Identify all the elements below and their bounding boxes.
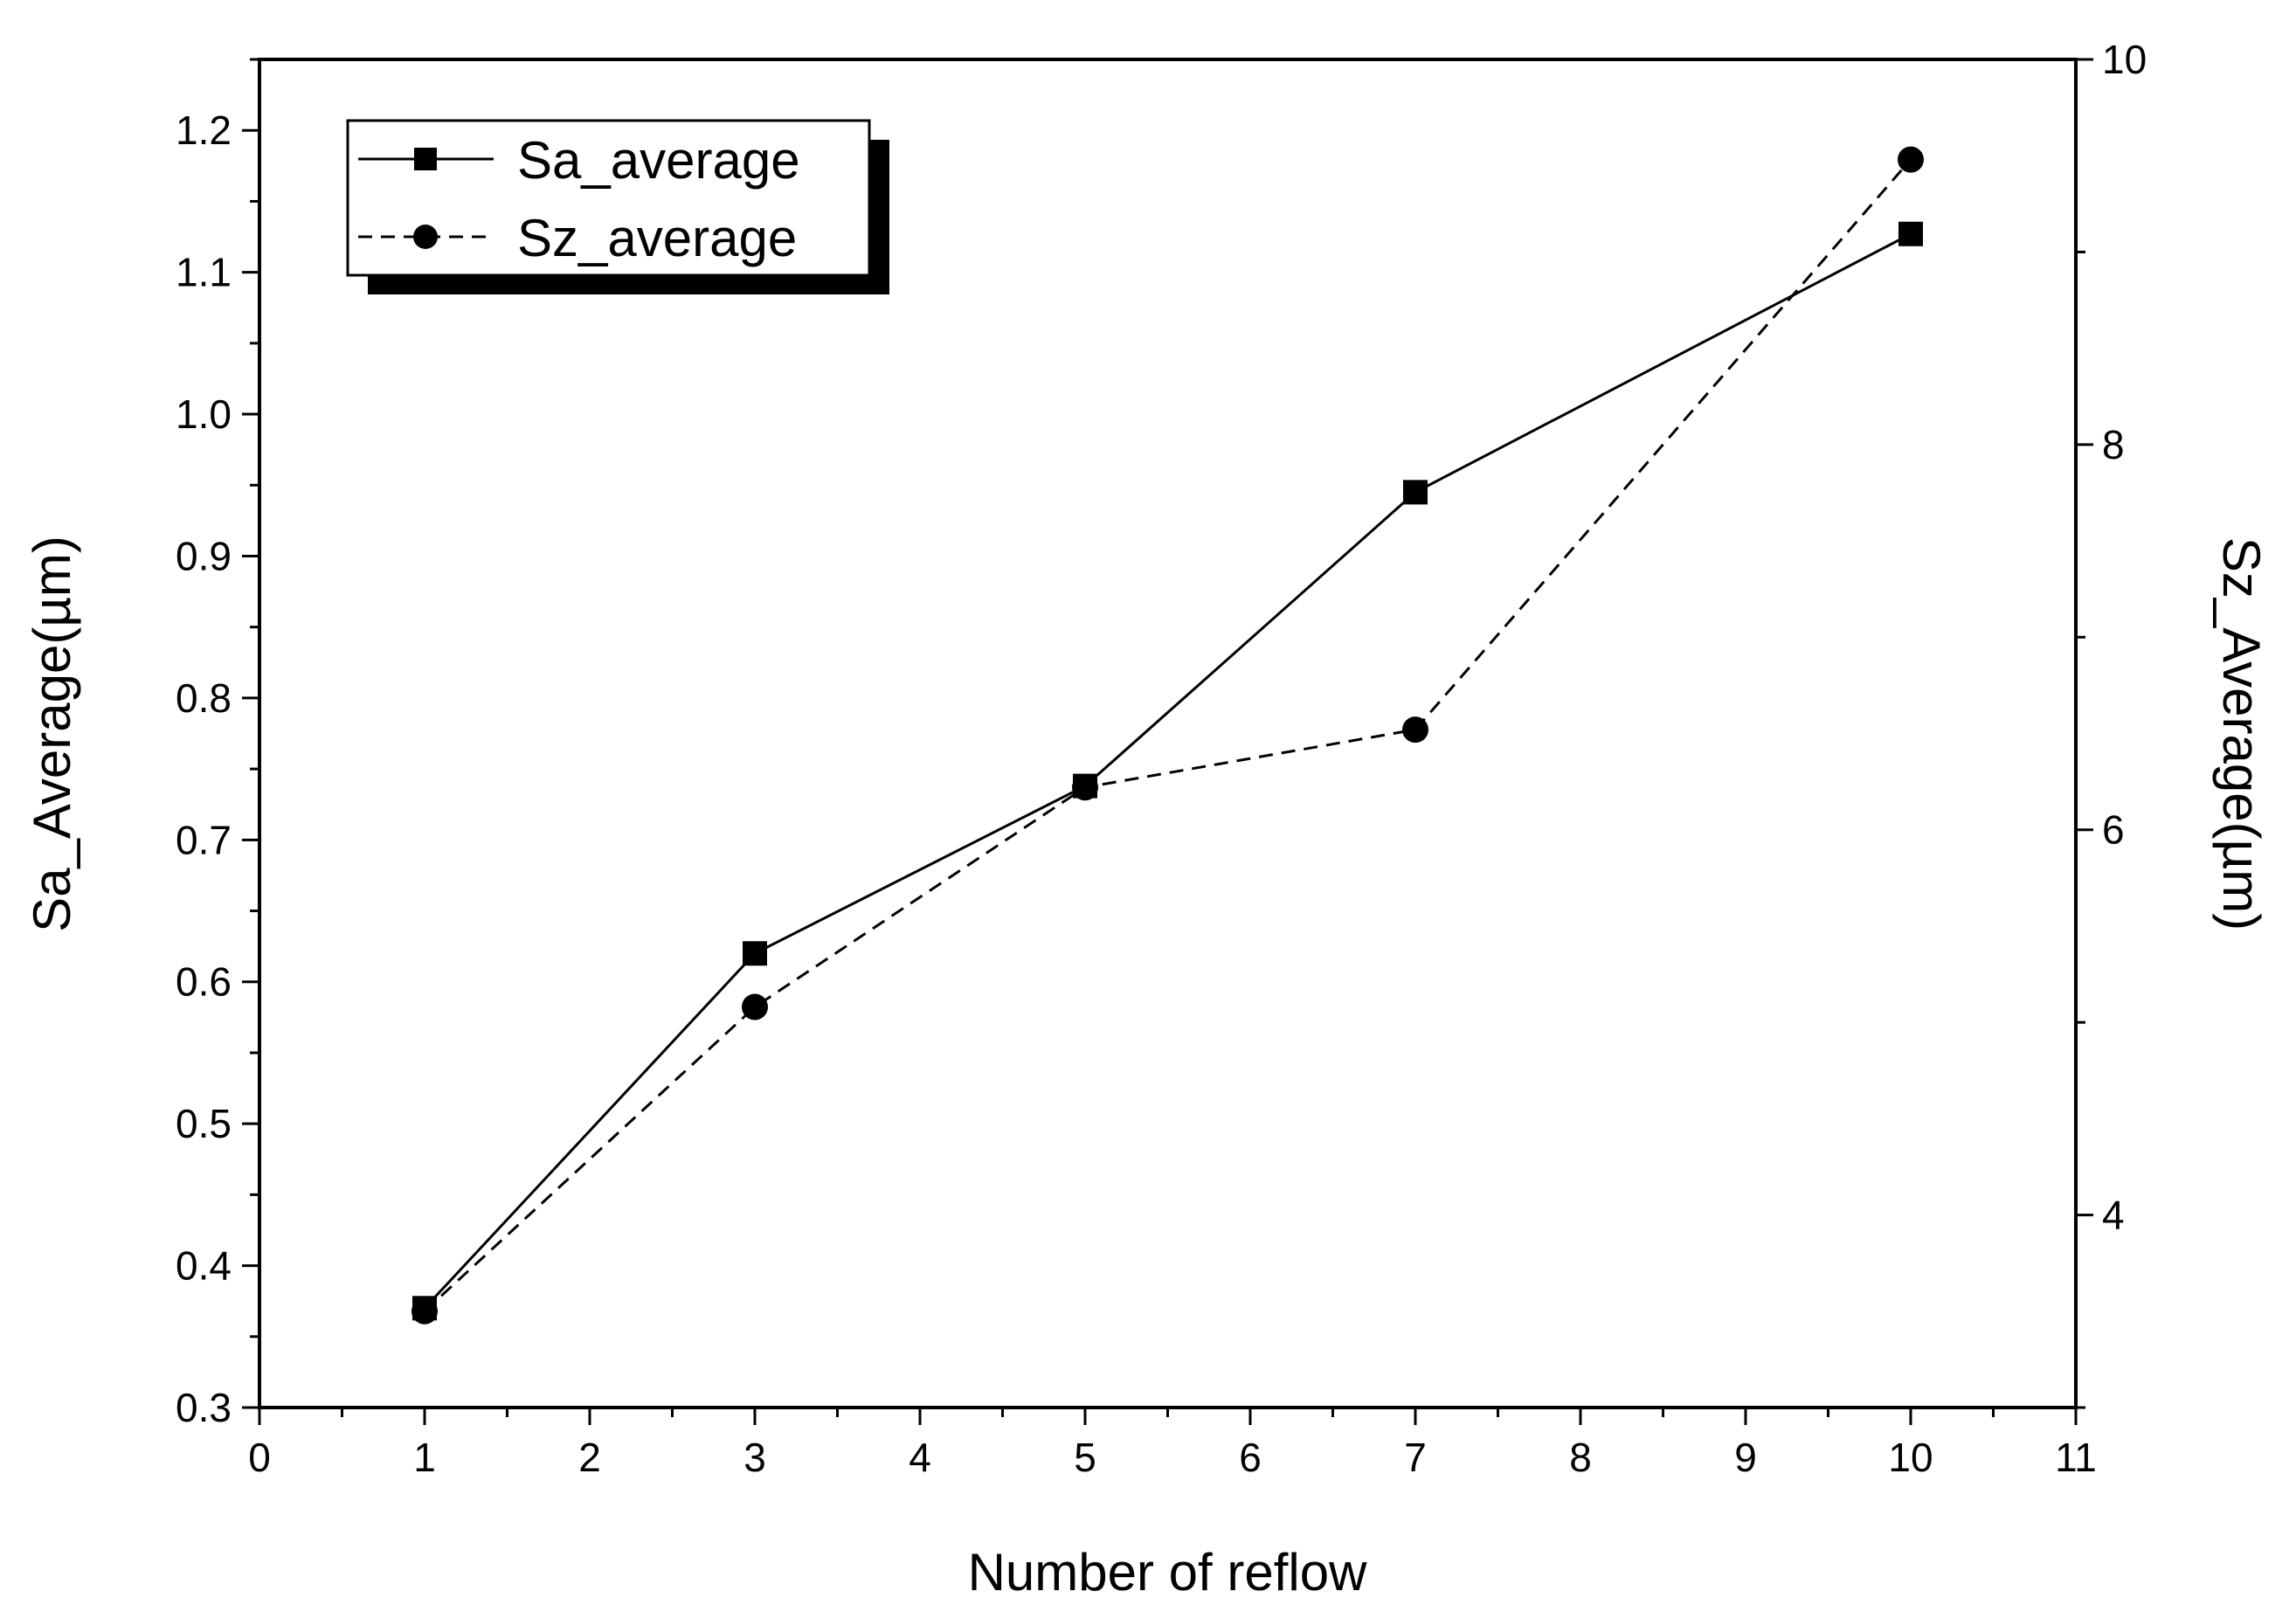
- x-tick-label: 2: [578, 1435, 601, 1480]
- data-point-circle: [411, 1297, 438, 1325]
- y2-axis-title: Sz_Average(µm): [2212, 537, 2271, 930]
- x-tick-label: 0: [248, 1435, 271, 1480]
- x-axis-title: Number of reflow: [968, 1543, 1367, 1602]
- y-tick-label: 0.8: [176, 675, 232, 721]
- legend-box: [346, 119, 871, 277]
- x-tick-label: 5: [1074, 1435, 1096, 1480]
- data-point-square: [743, 941, 767, 966]
- y-tick-label: 1.0: [176, 391, 232, 437]
- x-tick-label: 10: [1888, 1435, 1933, 1480]
- data-point-circle: [1402, 716, 1428, 744]
- data-point-circle: [1072, 774, 1098, 801]
- x-axis-ticks: 0 1 2 3 4 5 6 7 8 9 10 11: [248, 1408, 2097, 1480]
- y-axis-title: Sa_Average(µm): [23, 536, 81, 932]
- y2-tick-label: 6: [2102, 807, 2125, 853]
- series-layer: [411, 146, 1924, 1325]
- legend-marker-sz: [413, 225, 438, 249]
- y-tick-label: 0.3: [176, 1385, 232, 1430]
- plot-frame: [258, 58, 2078, 1409]
- data-point-square: [1898, 221, 1923, 246]
- x-tick-label: 1: [413, 1435, 436, 1480]
- data-point-circle: [1898, 146, 1924, 173]
- legend-label-sa: Sa_average: [517, 131, 800, 190]
- legend: Sa_average Sz_average: [346, 119, 889, 294]
- legend-label-sz: Sz_average: [517, 209, 797, 267]
- data-point-circle: [742, 993, 768, 1020]
- x-tick-label: 9: [1734, 1435, 1757, 1480]
- y-tick-label: 1.2: [176, 107, 232, 153]
- y-tick-label: 0.5: [176, 1101, 232, 1146]
- y-axis-ticks: 0.3 0.4 0.5 0.6 0.7 0.8 0.9 1.0 1.1 1.2: [176, 58, 259, 1430]
- x-tick-label: 4: [909, 1435, 931, 1480]
- y-tick-label: 0.9: [176, 533, 232, 578]
- y-tick-label: 0.6: [176, 959, 232, 1005]
- x-tick-label: 3: [743, 1435, 766, 1480]
- y2-axis-ticks: 4 6 8 10: [2076, 37, 2147, 1409]
- x-tick-label: 6: [1239, 1435, 1262, 1480]
- x-tick-label: 11: [2055, 1435, 2097, 1480]
- legend-marker-sa: [414, 148, 437, 170]
- y-tick-label: 1.1: [176, 250, 232, 295]
- x-tick-label: 8: [1569, 1435, 1592, 1480]
- y2-tick-label: 4: [2102, 1193, 2125, 1238]
- y2-tick-label: 10: [2102, 37, 2147, 82]
- data-point-square: [1403, 480, 1428, 505]
- y2-tick-label: 8: [2102, 422, 2125, 467]
- x-tick-label: 7: [1404, 1435, 1427, 1480]
- y-tick-label: 0.4: [176, 1243, 232, 1289]
- y-tick-label: 0.7: [176, 817, 232, 862]
